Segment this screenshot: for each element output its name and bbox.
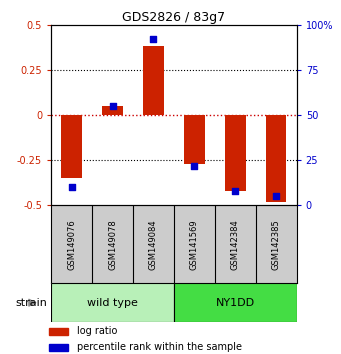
Text: NY1DD: NY1DD (216, 298, 255, 308)
Text: GSM141569: GSM141569 (190, 219, 199, 270)
Bar (184, 115, 205, 164)
Bar (102, 106, 123, 115)
Point (192, 163, 197, 169)
Text: GSM149084: GSM149084 (149, 219, 158, 270)
Text: percentile rank within the sample: percentile rank within the sample (77, 342, 242, 352)
Text: GSM142385: GSM142385 (272, 219, 281, 270)
Bar (174, 283, 297, 322)
Bar (143, 46, 164, 115)
Bar (225, 115, 246, 191)
Bar (61, 115, 82, 178)
Bar (266, 115, 286, 202)
Bar (49, 328, 68, 335)
Text: GSM142384: GSM142384 (231, 219, 240, 270)
Text: strain: strain (16, 298, 48, 308)
Point (233, 188, 238, 194)
Point (69, 184, 74, 190)
Point (110, 103, 115, 109)
Title: GDS2826 / 83g7: GDS2826 / 83g7 (122, 11, 225, 24)
Text: GSM149078: GSM149078 (108, 219, 117, 270)
Text: wild type: wild type (87, 298, 138, 308)
Point (273, 193, 279, 199)
Bar (49, 344, 68, 351)
Text: log ratio: log ratio (77, 326, 117, 336)
Text: GSM149076: GSM149076 (67, 219, 76, 270)
Bar (51, 283, 174, 322)
Point (151, 36, 156, 42)
